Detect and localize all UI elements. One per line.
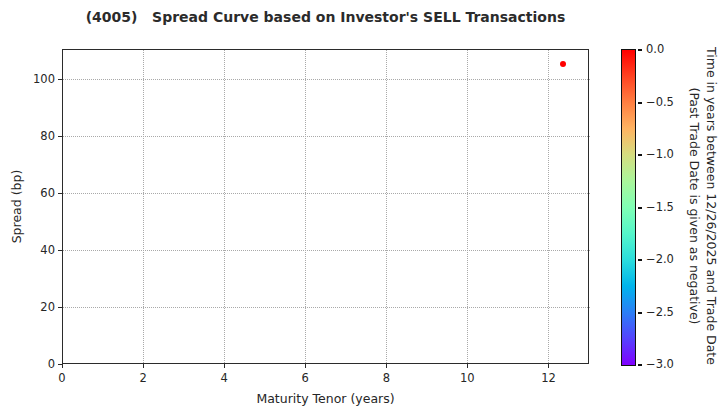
plot-area	[62, 49, 589, 364]
y-tick-label: 80	[21, 129, 55, 143]
x-axis-label: Maturity Tenor (years)	[62, 391, 589, 406]
y-tick-mark	[58, 250, 62, 251]
x-tick-label: 2	[123, 371, 163, 385]
colorbar-tick-label: −1.0	[646, 147, 686, 161]
y-tick-mark	[58, 136, 62, 137]
x-tick-mark	[62, 364, 63, 368]
gridline-y	[63, 79, 590, 80]
colorbar	[621, 49, 636, 366]
colorbar-tick-label: 0.0	[646, 42, 686, 56]
y-tick-label: 20	[21, 300, 55, 314]
y-tick-label: 0	[21, 357, 55, 371]
x-tick-label: 4	[204, 371, 244, 385]
colorbar-label-line1: Time in years between 12/26/2025 and Tra…	[702, 26, 719, 386]
gridline-x	[224, 50, 225, 365]
x-tick-mark	[467, 364, 468, 368]
x-tick-mark	[224, 364, 225, 368]
colorbar-tick-mark	[638, 49, 642, 51]
colorbar-tick-label: −2.5	[646, 305, 686, 319]
x-tick-mark	[305, 364, 306, 368]
gridline-x	[467, 50, 468, 365]
colorbar-tick-mark	[638, 102, 642, 104]
figure: (4005) Spread Curve based on Investor's …	[0, 0, 720, 420]
gridline-y	[63, 250, 590, 251]
colorbar-tick-label: −1.5	[646, 200, 686, 214]
y-tick-mark	[58, 79, 62, 80]
scatter-point	[560, 61, 566, 67]
y-tick-mark	[58, 364, 62, 365]
colorbar-tick-mark	[638, 207, 642, 209]
x-tick-mark	[143, 364, 144, 368]
y-tick-label: 60	[21, 186, 55, 200]
y-tick-mark	[58, 307, 62, 308]
x-tick-label: 0	[42, 371, 82, 385]
x-tick-label: 10	[447, 371, 487, 385]
colorbar-tick-mark	[638, 154, 642, 156]
x-tick-mark	[548, 364, 549, 368]
gridline-x	[143, 50, 144, 365]
gridline-x	[305, 50, 306, 365]
x-tick-label: 12	[528, 371, 568, 385]
colorbar-tick-mark	[638, 364, 642, 366]
colorbar-tick-label: −3.0	[646, 357, 686, 371]
gridline-x	[386, 50, 387, 365]
chart-title: (4005) Spread Curve based on Investor's …	[62, 9, 589, 25]
y-tick-mark	[58, 193, 62, 194]
colorbar-label: Time in years between 12/26/2025 and Tra…	[685, 26, 719, 386]
x-tick-label: 6	[285, 371, 325, 385]
y-tick-label: 100	[21, 72, 55, 86]
colorbar-label-line2: (Past Trade Date is given as negative)	[685, 26, 702, 386]
gridline-y	[63, 193, 590, 194]
y-tick-label: 40	[21, 243, 55, 257]
colorbar-tick-label: −0.5	[646, 95, 686, 109]
gridline-y	[63, 136, 590, 137]
colorbar-tick-mark	[638, 312, 642, 314]
x-tick-mark	[386, 364, 387, 368]
gridline-x	[548, 50, 549, 365]
colorbar-tick-mark	[638, 259, 642, 261]
gridline-y	[63, 307, 590, 308]
x-tick-label: 8	[366, 371, 406, 385]
colorbar-tick-label: −2.0	[646, 252, 686, 266]
